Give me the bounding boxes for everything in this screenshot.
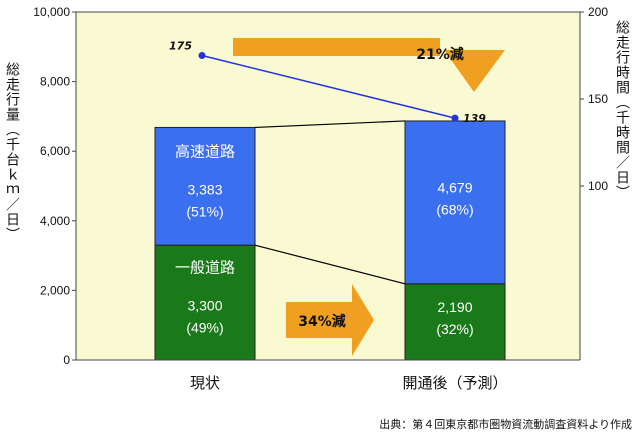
bar-share-label: (51%) <box>186 203 223 219</box>
bar-share-label: (32%) <box>436 321 473 337</box>
right-tick-label: 100 <box>588 179 608 193</box>
travel-time-label: 175 <box>169 40 192 53</box>
travel-time-label: 139 <box>463 112 486 125</box>
travel-time-point <box>451 114 459 122</box>
bar-segment <box>404 120 506 285</box>
connector-line-total <box>254 120 406 129</box>
bar-value-label: 3,383 <box>187 181 222 197</box>
bar-segment <box>154 126 256 246</box>
bar-share-label: (49%) <box>186 320 223 336</box>
decrease-arrow-line-icon <box>233 38 505 92</box>
decrease-label-bar: 34%減 <box>298 313 346 330</box>
travel-time-line <box>201 54 456 119</box>
decrease-label-line: 21%減 <box>416 46 464 63</box>
x-tick-label: 開通後（予測） <box>402 374 507 392</box>
series-name-label: 高速道路 <box>175 142 235 160</box>
left-tick-label: 8,000 <box>40 75 70 89</box>
left-tick-label: 10,000 <box>33 5 70 19</box>
source-note: 出典：第４回東京都市圏物資流動調査資料より作成 <box>379 418 632 431</box>
travel-time-point <box>198 52 206 59</box>
bar-share-label: (68%) <box>436 201 473 217</box>
left-tick-label: 0 <box>63 353 70 367</box>
connector-line-general <box>254 244 406 285</box>
right-tick-label: 150 <box>588 92 608 106</box>
left-axis-label: 総走行量（千台ｋｍ／日） <box>4 62 20 242</box>
right-tick-label: 200 <box>588 5 608 19</box>
bar-value-label: 3,300 <box>187 298 222 314</box>
bar-segment <box>404 283 506 361</box>
bar-segment <box>154 244 256 361</box>
right-axis-label: 総走行時間（千時間／日） <box>614 20 630 200</box>
left-tick-label: 2,000 <box>40 283 70 297</box>
x-tick-label: 現状 <box>190 374 220 392</box>
left-tick-label: 4,000 <box>40 214 70 228</box>
bar-value-label: 2,190 <box>437 299 472 315</box>
bar-value-label: 4,679 <box>437 179 472 195</box>
left-tick-label: 6,000 <box>40 144 70 158</box>
decrease-arrow-bar-icon <box>286 284 374 356</box>
series-name-label: 一般道路 <box>175 259 235 277</box>
